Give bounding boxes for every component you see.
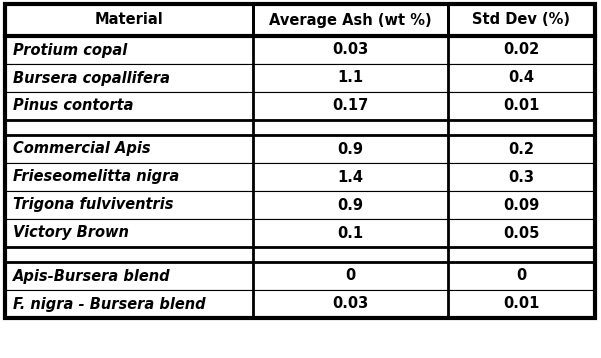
Text: Protium copal: Protium copal: [13, 43, 127, 58]
Bar: [5, 4, 253, 36]
Bar: [253, 135, 448, 163]
Text: 0: 0: [345, 268, 355, 284]
Bar: [253, 191, 448, 219]
Bar: [5, 191, 253, 219]
Bar: [5, 92, 253, 120]
Text: 0.9: 0.9: [337, 141, 363, 156]
Text: 0: 0: [516, 268, 526, 284]
Bar: [448, 262, 595, 290]
Text: 0.9: 0.9: [337, 198, 363, 213]
Text: Apis-Bursera blend: Apis-Bursera blend: [13, 268, 171, 284]
Text: Material: Material: [94, 13, 163, 28]
Bar: [5, 36, 253, 64]
Text: Std Dev (%): Std Dev (%): [472, 13, 570, 28]
Text: 0.02: 0.02: [503, 43, 539, 58]
Text: F. nigra - Bursera blend: F. nigra - Bursera blend: [13, 296, 206, 311]
Bar: [5, 64, 253, 92]
Bar: [253, 247, 448, 262]
Text: 0.2: 0.2: [508, 141, 534, 156]
Text: Commercial Apis: Commercial Apis: [13, 141, 151, 156]
Text: Victory Brown: Victory Brown: [13, 226, 129, 241]
Text: 0.03: 0.03: [332, 43, 368, 58]
Bar: [253, 36, 448, 64]
Text: 0.17: 0.17: [332, 98, 368, 113]
Bar: [448, 64, 595, 92]
Text: 0.01: 0.01: [503, 98, 540, 113]
Bar: [253, 120, 448, 135]
Bar: [253, 4, 448, 36]
Bar: [5, 135, 253, 163]
Text: 0.03: 0.03: [332, 296, 368, 311]
Text: 0.05: 0.05: [503, 226, 540, 241]
Bar: [5, 4, 595, 318]
Bar: [253, 92, 448, 120]
Text: Bursera copallifera: Bursera copallifera: [13, 71, 170, 86]
Text: Trigona fulviventris: Trigona fulviventris: [13, 198, 174, 213]
Bar: [253, 64, 448, 92]
Bar: [448, 135, 595, 163]
Bar: [448, 247, 595, 262]
Bar: [5, 219, 253, 247]
Text: 1.4: 1.4: [337, 169, 363, 184]
Text: Frieseomelitta nigra: Frieseomelitta nigra: [13, 169, 179, 184]
Bar: [253, 290, 448, 318]
Bar: [448, 36, 595, 64]
Text: 1.1: 1.1: [337, 71, 363, 86]
Bar: [253, 219, 448, 247]
Bar: [253, 262, 448, 290]
Bar: [448, 191, 595, 219]
Bar: [448, 219, 595, 247]
Bar: [448, 163, 595, 191]
Bar: [5, 120, 253, 135]
Text: Pinus contorta: Pinus contorta: [13, 98, 133, 113]
Text: 0.1: 0.1: [337, 226, 363, 241]
Bar: [448, 290, 595, 318]
Bar: [448, 120, 595, 135]
Text: 0.09: 0.09: [503, 198, 539, 213]
Text: 0.3: 0.3: [508, 169, 534, 184]
Bar: [5, 163, 253, 191]
Bar: [5, 290, 253, 318]
Bar: [448, 4, 595, 36]
Bar: [5, 262, 253, 290]
Bar: [448, 92, 595, 120]
Text: Average Ash (wt %): Average Ash (wt %): [269, 13, 432, 28]
Bar: [253, 163, 448, 191]
Text: 0.4: 0.4: [508, 71, 534, 86]
Text: 0.01: 0.01: [503, 296, 540, 311]
Bar: [5, 247, 253, 262]
